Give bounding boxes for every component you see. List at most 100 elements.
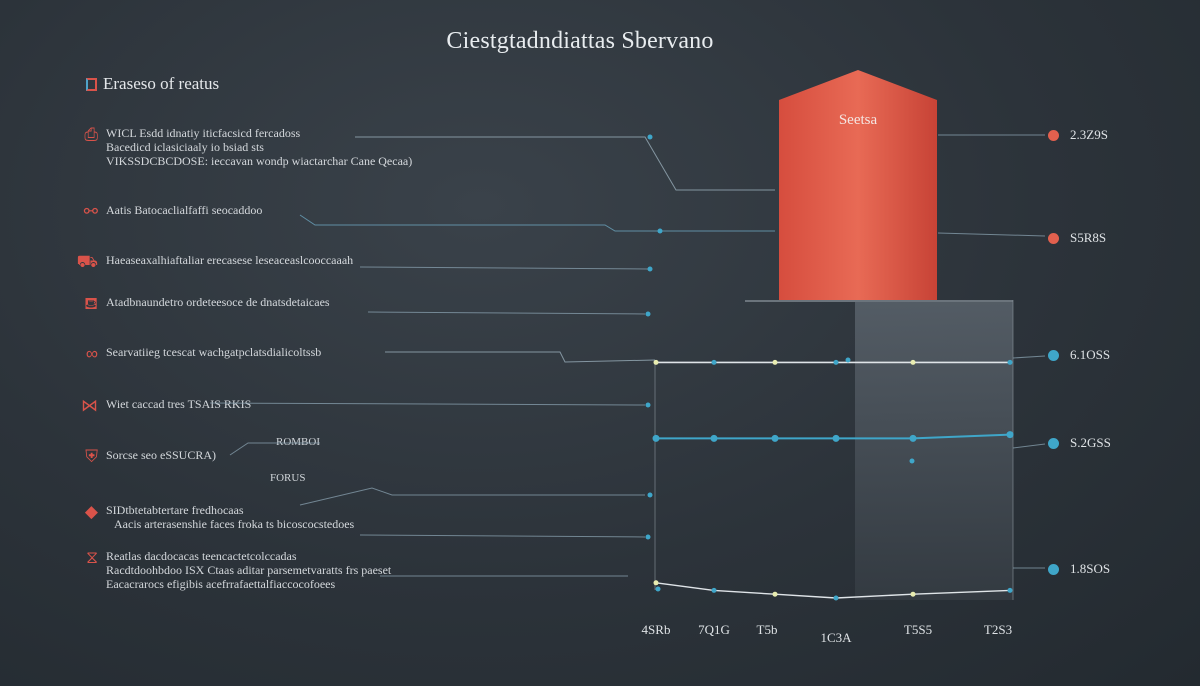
series-line (656, 433, 1011, 440)
series-point (833, 595, 839, 601)
series-point (711, 587, 717, 593)
bar-base (855, 300, 1013, 600)
connector-line (385, 351, 656, 363)
connector-line (367, 311, 646, 315)
left-item-row: ⋈ Wiet caccad tres TSAIS RKIS (64, 397, 251, 415)
left-item-row: ⎙ WICL Esdd idnatiy iticfacsicd fercadoss… (64, 125, 412, 169)
chart-title: Ciestgtadndiattas Sbervano (446, 28, 714, 54)
glasses-icon: ∞ (85, 344, 98, 363)
bar-base-cap (745, 300, 1013, 302)
legend-dot (1048, 233, 1059, 244)
series-point (910, 591, 916, 597)
left-item-text: Atadbnaundetro ordeteesoce de dnatsdetai… (106, 295, 330, 309)
legend-dot (1048, 564, 1059, 575)
connector-dot (645, 311, 651, 317)
note-label: FORUS (270, 472, 306, 484)
connector-dot (647, 266, 653, 272)
x-tick-label: 4SRb (641, 622, 671, 637)
connector-dot (647, 492, 653, 498)
right-value-label: 2.3Z9S (1070, 127, 1108, 142)
x-tick-label: T2S3 (983, 622, 1013, 637)
series-point (653, 359, 659, 365)
bar-seetsa (779, 70, 937, 300)
left-item-row: ⛨ Sorcse seo eSSUCRA) (64, 448, 216, 466)
left-item-row: ⧖ Reatlas dacdocacas teencactetcolccadas R… (64, 548, 391, 592)
left-item-text: Sorcse seo eSSUCRA) (106, 448, 216, 462)
left-item-line: SIDtbtetabtertare fredhocaas (106, 503, 244, 517)
series-point (1007, 587, 1013, 593)
section-heading-text: Eraseso of reatus (103, 74, 220, 93)
series-point (1007, 359, 1013, 365)
right-value-label: S5R8S (1070, 230, 1107, 245)
link-icon: ⚯ (83, 202, 98, 221)
connector-line (299, 214, 775, 232)
connector-line (1012, 355, 1046, 359)
bar-label: Seetsa (839, 112, 878, 128)
cart-icon: ⛾ (84, 294, 98, 313)
left-item-line: Reatlas dacdocacas teencactetcolccadas (106, 549, 297, 563)
left-item-line: Aacis arterasenshie faces froka ts bicos… (114, 517, 355, 531)
left-item-text: Haeaseaxalhiaftaliar erecasese leseaceas… (106, 253, 353, 267)
note-label: ROMBOI (276, 436, 321, 448)
left-item-line: VIKSSDCBCDOSE: ieccavan wondp wiactarcha… (106, 154, 413, 168)
x-tick-label: 1C3A (820, 630, 852, 645)
connector-line (355, 136, 775, 191)
connector-line (359, 266, 649, 270)
right-value-label: S.2GSS (1070, 435, 1111, 450)
left-item-line: Sorcse seo eSSUCRA) (106, 448, 216, 462)
left-item-text: SIDtbtetabtertare fredhocaas Aacis artera… (106, 503, 354, 531)
series-point (772, 359, 778, 365)
connector-line (299, 487, 645, 506)
section-heading: Eraseso of reatus (86, 74, 219, 94)
truck-icon: ⛟ (76, 252, 98, 271)
connector-dot (647, 134, 653, 140)
left-item-line: Aatis Batocaclialfaffi seocaddoo (106, 203, 263, 217)
left-item-line: Racdtdoohbdoo ISX Ctaas aditar parsemetv… (106, 563, 392, 577)
connector-dot (645, 402, 651, 408)
left-item-line: WICL Esdd idnatiy iticfacsicd fercadoss (106, 126, 301, 140)
right-value-label: 6.1OSS (1070, 347, 1111, 362)
left-item-row: ⛾ Atadbnaundetro ordeteesoce de dnatsdeta… (64, 294, 330, 313)
square-icon (86, 77, 97, 91)
left-item-line: Wiet caccad tres TSAIS RKIS (106, 397, 252, 411)
left-item-row: ⛟ Haeaseaxalhiaftaliar erecasese leseacea… (64, 252, 354, 271)
connector-dot (909, 458, 915, 464)
series-line (655, 582, 1011, 599)
diamond-icon: ◆ (84, 502, 98, 521)
series-point (832, 434, 840, 442)
connector-dot (655, 586, 661, 592)
left-item-text: WICL Esdd idnatiy iticfacsicd fercadoss B… (106, 126, 412, 168)
connector-line (937, 232, 1046, 237)
left-item-row: ∞ Searvatiieg tcescat wachgatpclatsdialic… (64, 345, 321, 363)
x-tick-label: T5b (756, 622, 778, 637)
connector-dot (645, 534, 651, 540)
left-item-line: Bacedicd iclasiciaaly io bsiad sts (106, 140, 264, 154)
left-item-text: Reatlas dacdocacas teencactetcolccadas Ra… (106, 549, 391, 591)
connector-line (359, 534, 646, 538)
series-point (711, 359, 717, 365)
series-point (653, 580, 659, 586)
left-item-line: Atadbnaundetro ordeteesoce de dnatsdetai… (106, 295, 330, 309)
connector-line (229, 442, 320, 456)
series-point (910, 359, 916, 365)
stack-icon: ⧖ (86, 548, 98, 567)
x-tick-label: 7Q1G (698, 622, 730, 637)
printer-icon: ⎙ (84, 125, 98, 144)
series-point (833, 359, 839, 365)
series-point (771, 434, 779, 442)
left-item-text: Aatis Batocaclialfaffi seocaddoo (106, 203, 262, 217)
badge-icon: ⛨ (85, 447, 98, 466)
fish-icon: ⋈ (81, 396, 98, 415)
connector-dot (845, 357, 851, 363)
series-point (710, 434, 718, 442)
series-point (909, 434, 917, 442)
left-item-line: Haeaseaxalhiaftaliar erecasese leseaceas… (106, 253, 354, 267)
left-item-line: Eacacrarocs efigibis acefrrafaettalfiacc… (106, 577, 336, 591)
left-item-text: Searvatiieg tcescat wachgatpclatsdialico… (106, 345, 321, 359)
series-point (772, 591, 778, 597)
connector-dot (657, 228, 663, 234)
connector-line (209, 402, 646, 406)
left-item-row: ◆ SIDtbtetabtertare fredhocaas Aacis arter… (64, 502, 354, 532)
legend-dot (1048, 438, 1059, 449)
